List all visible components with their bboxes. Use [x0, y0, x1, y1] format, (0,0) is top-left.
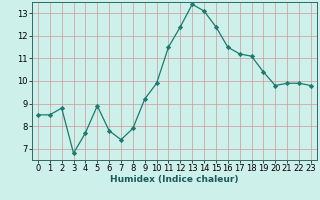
X-axis label: Humidex (Indice chaleur): Humidex (Indice chaleur)	[110, 175, 239, 184]
